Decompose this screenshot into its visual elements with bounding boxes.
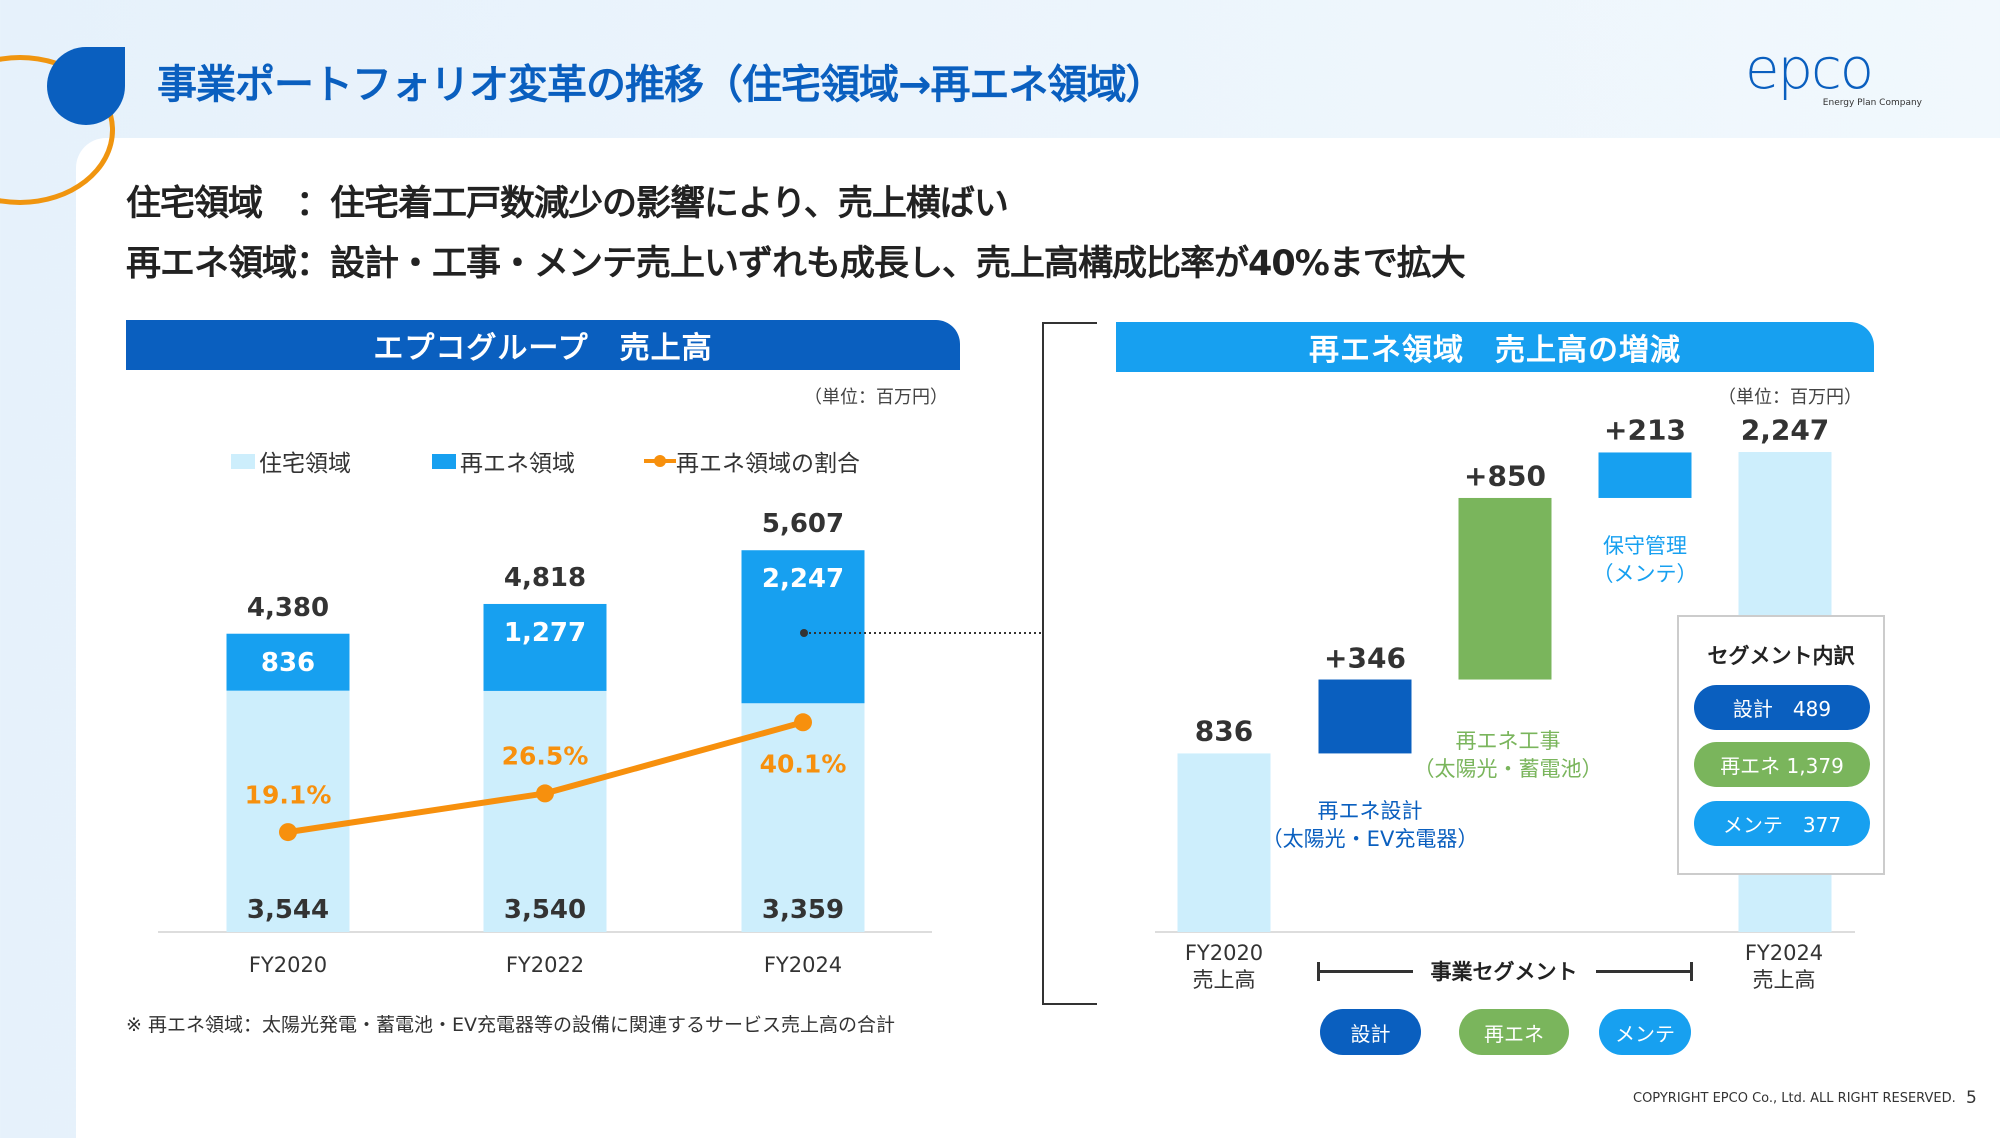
legend-swatch [231, 453, 255, 469]
blue-leaf-decoration [47, 47, 125, 125]
bar-renewable [483, 603, 607, 691]
waterfall-bar [1318, 679, 1412, 754]
bar-housing [483, 690, 607, 932]
page-number: 5 [1966, 1088, 1977, 1108]
summary-line-renewable: 再エネ領域：設計・工事・メンテ売上いずれも成長し、売上高構成比率が40%まで拡大 [126, 244, 1466, 284]
bar-total-label: 4,818 [503, 562, 587, 593]
bar-label-renewable: 1,277 [503, 617, 587, 648]
label-maintenance: 保守管理 （メンテ） [1592, 534, 1698, 586]
ratio-point [279, 823, 297, 842]
waterfall-bar [1598, 452, 1692, 498]
segment-pill-maintenance: メンテ [1599, 1009, 1691, 1055]
waterfall-value-label: +346 [1324, 641, 1406, 675]
segment-pill-renewable: 再エネ [1459, 1009, 1569, 1055]
bar-label-renewable: 2,247 [761, 564, 845, 595]
page-title: 事業ポートフォリオ変革の推移（住宅領域→再エネ領域） [157, 62, 1166, 108]
summary-line-housing: 住宅領域 ：住宅着工戸数減少の影響により、売上横ばい [126, 184, 1009, 224]
ratio-label: 26.5% [501, 741, 589, 771]
waterfall-value-label: 836 [1194, 714, 1254, 748]
waterfall-value-label: +850 [1464, 459, 1546, 493]
right-unit-label: （単位：百万円） [1718, 387, 1862, 408]
segment-bracket-left [1318, 970, 1413, 973]
bar-label-housing: 3,544 [246, 895, 330, 925]
left-unit-label: （単位：百万円） [804, 387, 948, 408]
bar-housing [741, 703, 865, 932]
x-tick-fy2024: FY2024 売上高 [1744, 941, 1824, 992]
waterfall-bar [1458, 497, 1552, 680]
bar-label-housing: 3,540 [503, 895, 587, 925]
label-design: 再エネ設計 （太陽光・EV充電器） [1261, 799, 1479, 851]
breakdown-design: 設計 489 [1694, 685, 1870, 730]
bar-label-housing: 3,359 [761, 895, 845, 925]
breakdown-renewable: 再エネ 1,379 [1694, 742, 1870, 787]
x-tick-label: FY2024 [763, 953, 843, 977]
breakdown-title: セグメント内訳 [1707, 644, 1855, 668]
footnote: ※ 再エネ領域：太陽光発電・蓄電池・EV充電器等の設備に関連するサービス売上高の… [126, 1014, 895, 1036]
copyright: COPYRIGHT EPCO Co., Ltd. ALL RIGHT RESER… [1633, 1091, 1956, 1106]
legend-ratio: 再エネ領域の割合 [644, 444, 860, 478]
ratio-label: 40.1% [759, 749, 847, 779]
segment-bracket-right-tick [1690, 962, 1693, 981]
legend-swatch [432, 453, 456, 469]
ratio-point [536, 784, 554, 803]
x-tick-label: FY2020 [248, 953, 328, 977]
right-panel-title: 再エネ領域 売上高の増減 [1116, 322, 1874, 372]
epco-logo: epco Energy Plan Company [1745, 37, 1922, 109]
legend-renewable: 再エネ領域 [432, 444, 575, 478]
x-tick-label: FY2022 [505, 953, 585, 977]
left-panel-title: エプコグループ 売上高 [126, 320, 960, 370]
bar-total-label: 4,380 [246, 592, 330, 623]
ratio-point [794, 713, 812, 732]
segment-pill-design: 設計 [1320, 1009, 1421, 1055]
bar-total-label: 5,607 [761, 509, 845, 540]
bar-renewable [741, 550, 865, 704]
bar-label-renewable: 836 [260, 647, 316, 678]
segment-bracket-right [1596, 970, 1691, 973]
segment-bracket-left-tick [1317, 962, 1320, 981]
waterfall-value-label: 2,247 [1740, 413, 1830, 447]
bar-renewable [226, 633, 350, 691]
bar-housing [226, 690, 350, 932]
legend-line-marker [644, 455, 676, 467]
ratio-label: 19.1% [244, 780, 332, 810]
legend-housing: 住宅領域 [231, 444, 351, 478]
breakdown-maintenance: メンテ 377 [1694, 801, 1870, 846]
label-construction: 再エネ工事 （太陽光・蓄電池） [1413, 729, 1603, 781]
waterfall-value-label: +213 [1604, 413, 1686, 447]
waterfall-bar [1177, 753, 1271, 932]
bracket-line [1042, 322, 1097, 1005]
segment-axis-label: 事業セグメント [1430, 960, 1578, 984]
x-tick-fy2020: FY2020 売上高 [1184, 941, 1264, 992]
